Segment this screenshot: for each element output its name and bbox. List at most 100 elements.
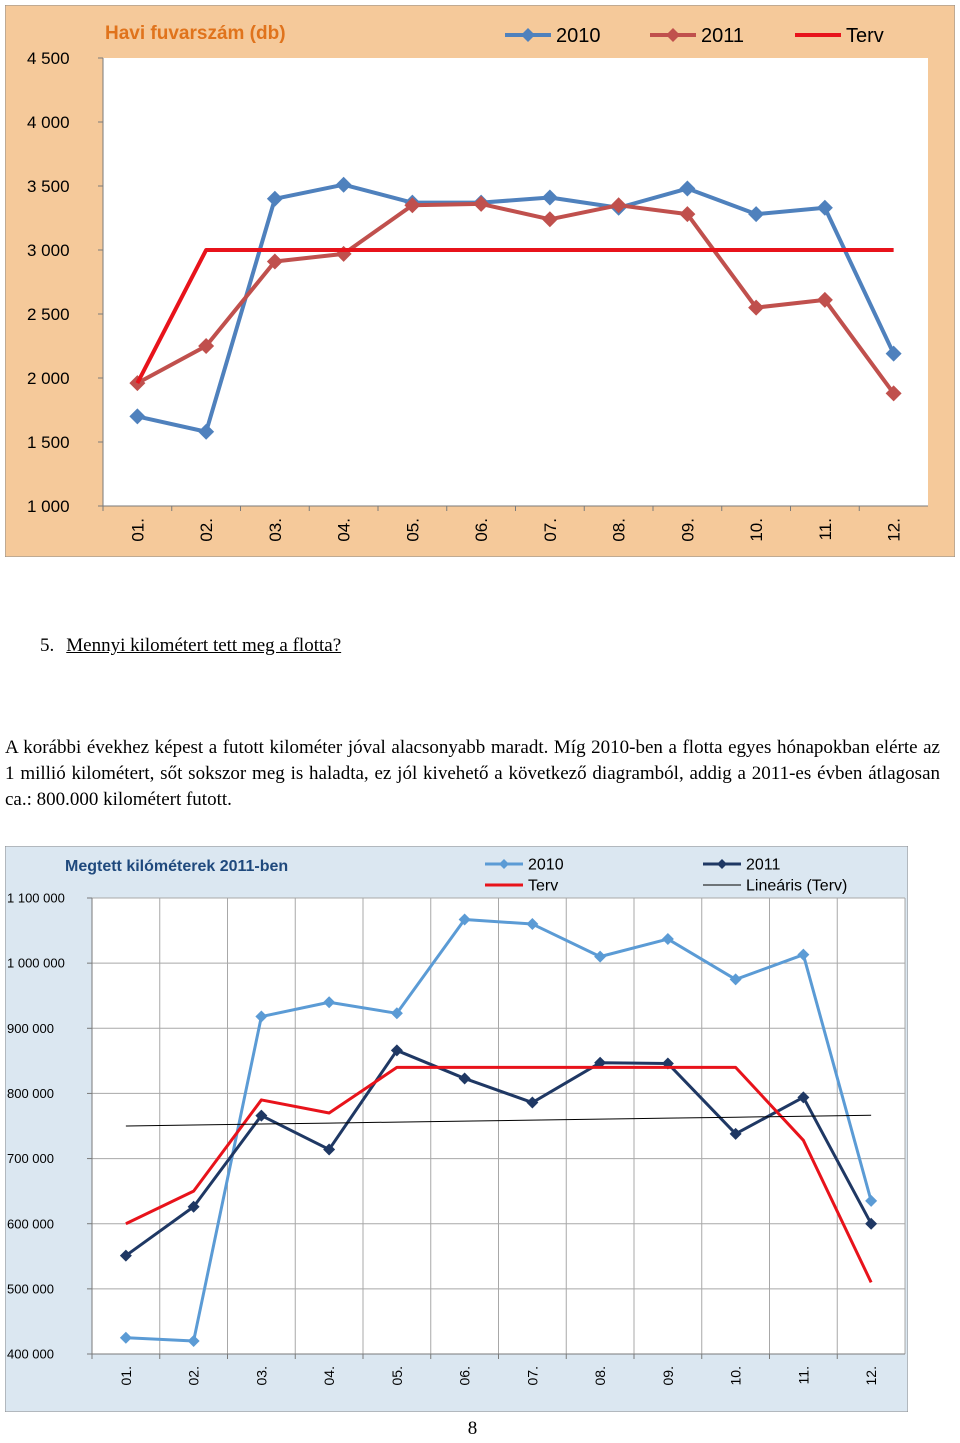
legend-label-2010: 2010	[528, 857, 564, 874]
data-point-2011	[748, 299, 765, 316]
data-point-2010	[266, 190, 283, 207]
series-line-line-ris-terv	[125, 1114, 872, 1127]
x-tick-label: 11.	[816, 518, 835, 540]
x-tick-label: 09.	[660, 1366, 676, 1385]
data-point-2011	[661, 1057, 674, 1070]
data-point-2010	[255, 1010, 268, 1023]
y-tick-label: 700 000	[7, 1151, 54, 1166]
legend-label-terv: Terv	[528, 878, 558, 895]
y-tick-label: 500 000	[7, 1281, 54, 1296]
x-tick-label: 04.	[335, 518, 354, 542]
chart-monthly-deliveries: 1 000 1 500 2 000 2 500 3 000 3 500 4 000 4 500…	[4, 4, 956, 558]
data-point-2010	[729, 973, 742, 986]
y-tick-label: 2 500	[27, 305, 70, 324]
data-point-2011	[816, 291, 833, 308]
x-tick-label: 02.	[186, 1366, 202, 1385]
legend-marker-2010	[521, 28, 535, 42]
x-tick-label: 03.	[266, 518, 285, 542]
x-tick-label: 06.	[457, 1366, 473, 1385]
legend-label-line-ris-terv: Lineáris (Terv)	[746, 878, 847, 895]
legend-marker-2011	[717, 859, 727, 869]
y-tick-label: 3 000	[27, 241, 70, 260]
chart-kilometers-2011: 400 000 500 000 600 000 700 000 800 000 900 0…	[4, 845, 909, 1413]
data-point-2010	[198, 423, 215, 440]
data-point-2011	[526, 1096, 539, 1109]
data-point-2011	[679, 206, 696, 223]
y-tick-label: 4 500	[27, 49, 70, 68]
chart-title: Megtett kilóméterek 2011-ben	[65, 858, 288, 875]
x-tick-label: 07.	[524, 1366, 540, 1385]
x-tick-label: 06.	[472, 518, 491, 542]
data-point-2011	[198, 338, 215, 354]
x-tick-label: 05.	[403, 518, 422, 542]
y-tick-label: 1 100 000	[7, 891, 65, 906]
data-point-2011	[610, 197, 627, 214]
data-point-2011	[458, 1072, 471, 1085]
chart-svg: 1 000 1 500 2 000 2 500 3 000 3 500 4 000 4 500…	[4, 4, 956, 558]
series-line-2011	[124, 1048, 873, 1257]
y-tick-label: 4 000	[27, 113, 70, 132]
y-tick-label: 800 000	[7, 1086, 54, 1101]
data-point-2010	[797, 948, 810, 961]
data-point-2011	[594, 1056, 607, 1069]
legend-marker-2011	[666, 28, 680, 42]
y-tick-label: 1 500	[27, 433, 70, 452]
legend-marker-2010	[499, 859, 509, 869]
data-point-2011	[865, 1217, 878, 1230]
x-tick-label: 08.	[592, 1366, 608, 1385]
legend-label-2010: 2010	[556, 25, 601, 47]
legend-label-terv: Terv	[846, 25, 884, 47]
data-point-2010	[541, 189, 558, 206]
x-tick-label: 12.	[885, 518, 904, 542]
y-tick-label: 3 500	[27, 177, 70, 196]
chart-svg: 400 000 500 000 600 000 700 000 800 000 900 0…	[4, 845, 909, 1413]
x-tick-label: 05.	[389, 1366, 405, 1385]
x-tick-label: 10.	[728, 1366, 744, 1385]
x-tick-label: 10.	[747, 518, 766, 542]
legend-label-2011: 2011	[701, 25, 744, 47]
data-point-2010	[335, 176, 352, 193]
question-text: Mennyi kilométert tett meg a flotta?	[66, 635, 342, 656]
data-point-2010	[129, 408, 146, 425]
x-tick-label: 12.	[863, 1366, 879, 1385]
series-line-2011	[136, 201, 896, 395]
data-point-2011	[187, 1200, 200, 1213]
data-point-2010	[458, 913, 471, 926]
data-point-2010	[748, 206, 765, 223]
question-number: 5.	[40, 635, 55, 656]
y-tick-label: 1 000	[27, 497, 70, 516]
page-number: 8	[467, 1418, 478, 1439]
y-tick-label: 900 000	[7, 1021, 54, 1036]
series-line-terv	[135, 248, 894, 385]
chart-title: Havi fuvarszám (db)	[105, 23, 286, 44]
data-point-2010	[390, 1007, 403, 1020]
plot-area	[103, 58, 928, 506]
y-tick-label: 2 000	[27, 369, 70, 388]
data-point-2010	[865, 1194, 878, 1207]
y-tick-label: 400 000	[7, 1347, 54, 1362]
data-point-2011	[323, 1143, 336, 1156]
legend-label-2011: 2011	[746, 857, 781, 874]
series-line-2010	[125, 917, 873, 1343]
data-point-2011	[404, 197, 421, 214]
data-point-2011	[473, 195, 490, 212]
data-point-2010	[323, 996, 336, 1009]
data-point-2010	[885, 345, 902, 362]
data-point-2010	[679, 180, 696, 197]
series-line-terv	[125, 1065, 873, 1283]
x-tick-label: 01.	[118, 1366, 134, 1385]
x-tick-label: 03.	[253, 1366, 269, 1385]
data-point-2010	[119, 1331, 132, 1344]
data-point-2010	[187, 1334, 200, 1347]
data-point-2010	[526, 918, 539, 931]
question-heading: 5. Mennyi kilométert tett meg a flotta?	[40, 635, 341, 657]
x-tick-label: 07.	[541, 518, 560, 542]
x-tick-label: 09.	[678, 518, 697, 542]
x-tick-label: 01.	[128, 518, 147, 542]
data-point-2011	[729, 1127, 742, 1140]
body-paragraph: A korábbi évekhez képest a futott kilomé…	[5, 737, 940, 810]
y-tick-label: 1 000 000	[7, 956, 65, 971]
x-tick-label: 08.	[610, 518, 629, 542]
data-point-2010	[816, 199, 833, 216]
y-tick-label: 600 000	[7, 1216, 54, 1231]
